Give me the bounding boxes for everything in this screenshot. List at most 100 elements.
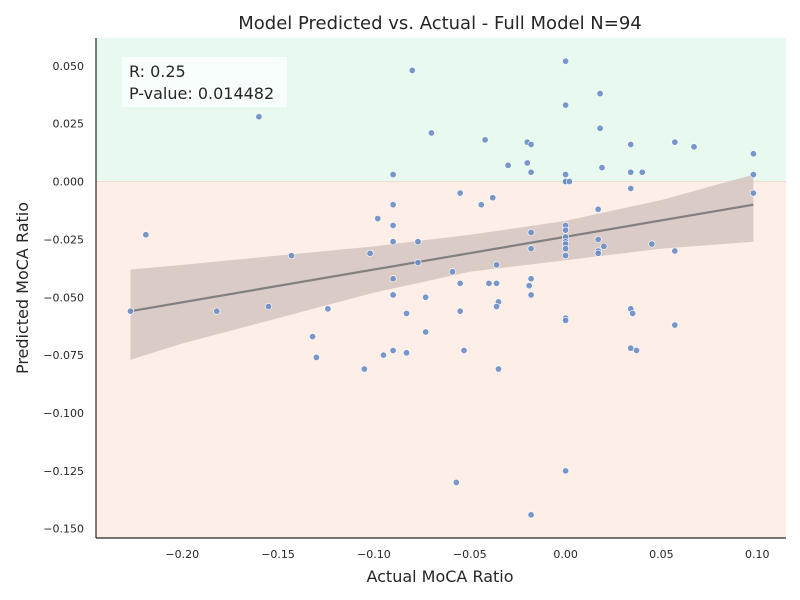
data-point bbox=[402, 309, 410, 317]
data-point bbox=[213, 307, 221, 315]
y-tick-label: 0.050 bbox=[53, 60, 85, 73]
data-point bbox=[562, 467, 570, 475]
data-point bbox=[422, 293, 430, 301]
data-point bbox=[525, 282, 533, 290]
data-point bbox=[422, 328, 430, 336]
data-point bbox=[255, 113, 263, 121]
data-point bbox=[389, 238, 397, 246]
regression-line bbox=[130, 203, 754, 313]
data-point bbox=[312, 353, 320, 361]
data-point bbox=[389, 291, 397, 299]
data-point bbox=[671, 321, 679, 329]
p-value-text: P-value: 0.014482 bbox=[129, 84, 274, 103]
data-point bbox=[504, 161, 512, 169]
data-point bbox=[389, 222, 397, 230]
data-point bbox=[749, 189, 757, 197]
data-point bbox=[671, 138, 679, 146]
x-tick-label: −0.20 bbox=[165, 548, 199, 561]
stats-annotation: R: 0.25 P-value: 0.014482 bbox=[122, 57, 287, 107]
confidence-band-area bbox=[130, 174, 754, 360]
data-point bbox=[287, 252, 295, 260]
data-point bbox=[562, 101, 570, 109]
x-ticks: −0.20 −0.15 −0.10 −0.05 0.00 0.05 0.10 bbox=[165, 548, 769, 561]
x-tick-label: −0.05 bbox=[453, 548, 487, 561]
y-tick-label: −0.075 bbox=[43, 349, 84, 362]
data-point bbox=[485, 279, 493, 287]
data-point bbox=[456, 189, 464, 197]
data-point bbox=[749, 150, 757, 158]
data-point bbox=[562, 226, 570, 234]
data-point bbox=[402, 349, 410, 357]
data-point bbox=[562, 171, 570, 179]
data-point bbox=[493, 303, 501, 311]
data-point bbox=[414, 238, 422, 246]
x-tick-label: 0.00 bbox=[553, 548, 578, 561]
data-point bbox=[324, 305, 332, 313]
data-point bbox=[671, 247, 679, 255]
y-tick-label: −0.125 bbox=[43, 465, 84, 478]
data-point bbox=[632, 346, 640, 354]
x-axis-title: Actual MoCA Ratio bbox=[366, 567, 513, 586]
data-point bbox=[142, 231, 150, 239]
data-point bbox=[389, 275, 397, 283]
data-point bbox=[627, 140, 635, 148]
y-ticks: 0.050 0.025 0.000 −0.025 −0.050 −0.075 −0.100 −… bbox=[43, 60, 84, 536]
data-point bbox=[456, 279, 464, 287]
data-point bbox=[594, 235, 602, 243]
x-tick-label: 0.10 bbox=[745, 548, 770, 561]
data-point bbox=[523, 159, 531, 167]
data-point bbox=[565, 178, 573, 186]
data-point bbox=[596, 90, 604, 98]
r-value-text: R: 0.25 bbox=[129, 62, 186, 81]
y-tick-label: −0.150 bbox=[43, 523, 84, 536]
data-point bbox=[379, 351, 387, 359]
y-tick-label: 0.025 bbox=[53, 118, 85, 131]
data-point bbox=[627, 168, 635, 176]
data-point bbox=[627, 184, 635, 192]
data-point bbox=[389, 346, 397, 354]
data-point bbox=[690, 143, 698, 151]
data-point bbox=[389, 171, 397, 179]
data-point bbox=[600, 242, 608, 250]
data-point bbox=[452, 478, 460, 486]
x-tick-label: 0.05 bbox=[649, 548, 674, 561]
data-point bbox=[493, 261, 501, 269]
data-point bbox=[408, 66, 416, 74]
data-points bbox=[127, 57, 757, 519]
data-point bbox=[264, 303, 272, 311]
data-point bbox=[309, 333, 317, 341]
data-point bbox=[494, 365, 502, 373]
data-point bbox=[481, 136, 489, 144]
data-point bbox=[527, 168, 535, 176]
confidence-band bbox=[130, 174, 754, 360]
data-point bbox=[460, 346, 468, 354]
data-point bbox=[596, 124, 604, 132]
data-point bbox=[374, 215, 382, 223]
data-point bbox=[749, 171, 757, 179]
data-point bbox=[456, 307, 464, 315]
regression-line-path bbox=[130, 203, 754, 313]
data-point bbox=[627, 344, 635, 352]
y-tick-label: −0.025 bbox=[43, 233, 84, 246]
data-point bbox=[594, 205, 602, 213]
data-point bbox=[527, 245, 535, 253]
data-point bbox=[562, 57, 570, 65]
data-point bbox=[562, 316, 570, 324]
chart-title: Model Predicted vs. Actual - Full Model … bbox=[238, 13, 642, 34]
x-tick-label: −0.15 bbox=[261, 548, 295, 561]
data-point bbox=[594, 249, 602, 257]
annotation-box bbox=[122, 57, 287, 107]
data-point bbox=[366, 249, 374, 257]
data-point bbox=[493, 279, 501, 287]
data-point bbox=[648, 240, 656, 248]
data-point bbox=[598, 164, 606, 172]
data-point bbox=[527, 228, 535, 236]
data-point bbox=[527, 275, 535, 283]
data-point bbox=[562, 252, 570, 260]
data-point bbox=[127, 307, 135, 315]
data-point bbox=[360, 365, 368, 373]
data-point bbox=[527, 511, 535, 519]
axes bbox=[95, 38, 786, 539]
data-point bbox=[638, 168, 646, 176]
data-point bbox=[477, 201, 485, 209]
